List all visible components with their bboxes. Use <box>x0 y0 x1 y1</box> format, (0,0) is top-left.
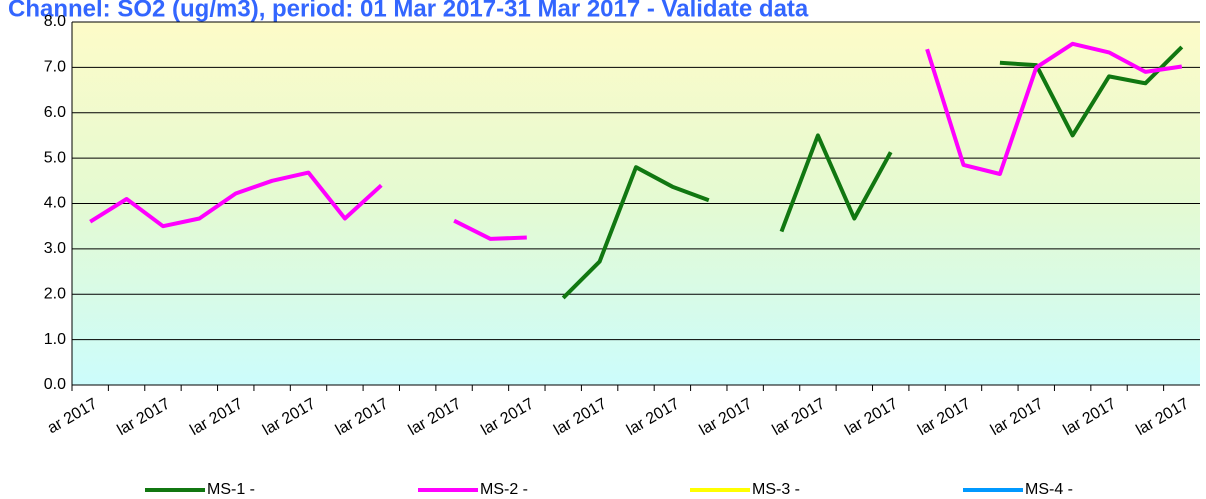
x-tick-label: lar 2017 <box>769 395 828 439</box>
x-tick-label: lar 2017 <box>988 395 1047 439</box>
x-tick-label: lar 2017 <box>624 395 683 439</box>
x-tick-label: lar 2017 <box>406 395 465 439</box>
y-tick-label: 5.0 <box>44 149 66 166</box>
x-tick-label: lar 2017 <box>478 395 537 439</box>
x-tick-label: lar 2017 <box>260 395 319 439</box>
x-tick-label: lar 2017 <box>187 395 246 439</box>
legend-label: MS-4 - <box>1025 481 1073 498</box>
x-tick-label: lar 2017 <box>1061 395 1120 439</box>
x-tick-label: lar 2017 <box>551 395 610 439</box>
legend-label: MS-1 - <box>207 481 255 498</box>
series-line <box>89 41 1183 241</box>
y-tick-label: 4.0 <box>44 195 66 212</box>
y-tick-label: 1.0 <box>44 331 66 348</box>
y-tick-label: 0.0 <box>44 376 66 393</box>
x-tick-label: lar 2017 <box>1133 395 1192 439</box>
y-tick-label: 7.0 <box>44 59 66 76</box>
chart-title: Channel: SO2 (ug/m3), period: 01 Mar 201… <box>8 0 809 22</box>
x-tick-label: lar 2017 <box>333 395 392 439</box>
x-tick-label: lar 2017 <box>842 395 901 439</box>
y-tick-label: 8.0 <box>44 13 66 30</box>
legend-label: MS-2 - <box>480 481 528 498</box>
y-tick-label: 6.0 <box>44 104 66 121</box>
y-tick-label: 3.0 <box>44 240 66 257</box>
legend-label: MS-3 - <box>752 481 800 498</box>
x-tick-label: ar 2017 <box>45 395 101 437</box>
series-line <box>561 45 1184 300</box>
x-tick-label: lar 2017 <box>114 395 173 439</box>
x-tick-label: lar 2017 <box>697 395 756 439</box>
x-tick-label: lar 2017 <box>915 395 974 439</box>
y-tick-label: 2.0 <box>44 285 66 302</box>
